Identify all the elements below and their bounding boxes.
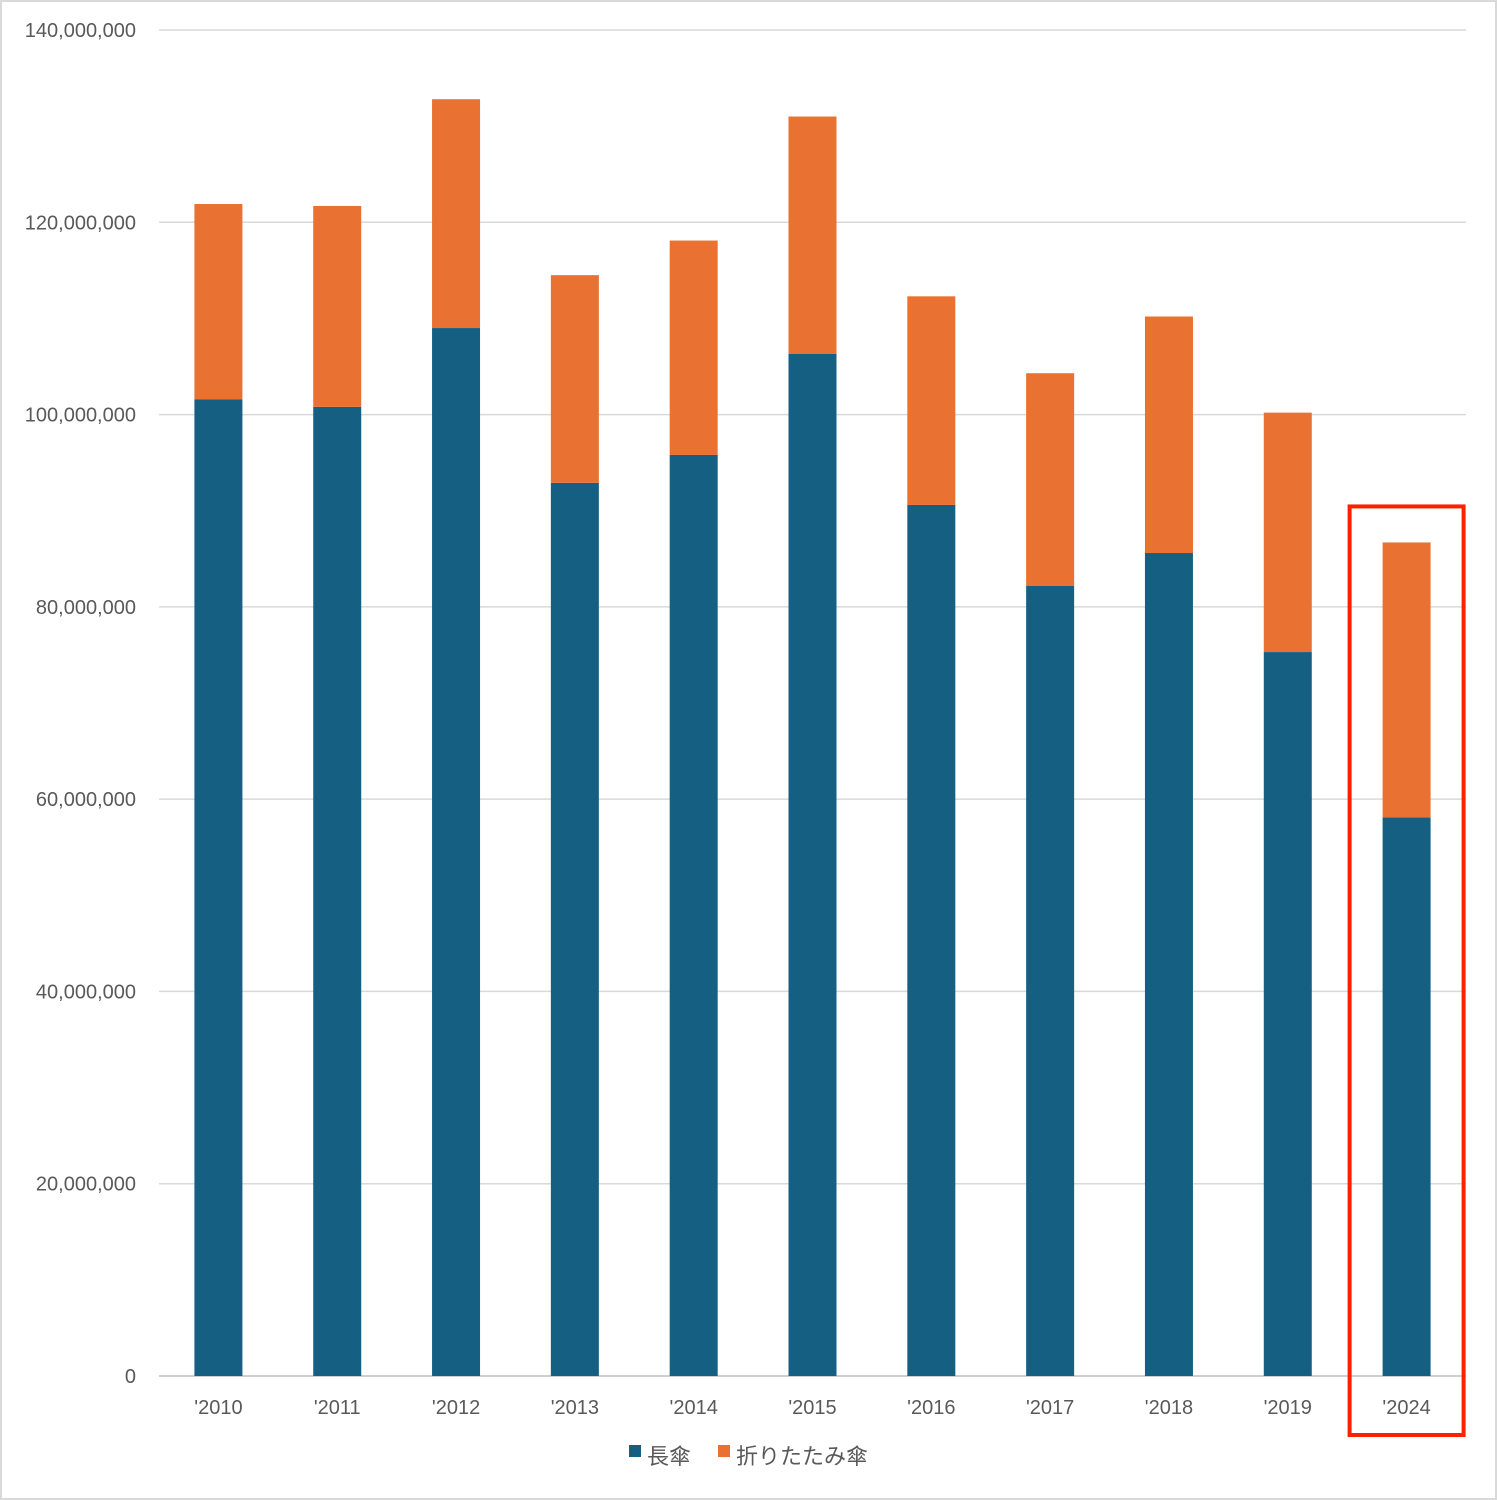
x-tick-label: '2013: [551, 1397, 599, 1419]
x-tick-label: '2015: [788, 1397, 836, 1419]
x-tick-label: '2017: [1026, 1397, 1074, 1419]
bar-segment-folding-umbrella: [1026, 373, 1075, 586]
bar-segment-long-umbrella: [669, 454, 718, 1376]
bar-segment-folding-umbrella: [550, 275, 599, 483]
bar-segment-folding-umbrella: [1144, 316, 1193, 554]
x-tick-label: '2016: [907, 1397, 955, 1419]
x-tick-label: '2024: [1382, 1397, 1430, 1419]
bar-segment-long-umbrella: [313, 406, 362, 1376]
bar-segment-long-umbrella: [1144, 553, 1193, 1376]
bar-segment-folding-umbrella: [1382, 542, 1431, 818]
y-tick-label: 100,000,000: [25, 405, 136, 427]
y-tick-label: 120,000,000: [25, 212, 136, 234]
y-tick-label: 40,000,000: [36, 981, 136, 1003]
bar-segment-long-umbrella: [550, 482, 599, 1376]
bar-segment-folding-umbrella: [432, 99, 481, 329]
bar-segment-long-umbrella: [1382, 817, 1431, 1376]
bar-segment-long-umbrella: [432, 328, 481, 1376]
legend-swatch-folding-umbrella: [718, 1445, 730, 1457]
legend-swatch-long-umbrella: [629, 1445, 641, 1457]
y-tick-label: 140,000,000: [25, 20, 136, 42]
bar-segment-folding-umbrella: [907, 296, 956, 505]
bar-segment-folding-umbrella: [1263, 412, 1312, 653]
bar-segment-long-umbrella: [907, 504, 956, 1377]
bar-segment-folding-umbrella: [788, 116, 837, 355]
legend-label-folding-umbrella: 折りたたみ傘: [736, 1445, 868, 1470]
bar-segment-folding-umbrella: [194, 204, 243, 400]
x-tick-label: '2012: [432, 1397, 480, 1419]
legend-label-long-umbrella: 長傘: [647, 1445, 691, 1470]
legend: 長傘 折りたたみ傘: [629, 1445, 868, 1470]
x-axis-ticks: '2010 '2011 '2012 '2013 '2014 '2015 '2016 '2017…: [194, 1397, 1430, 1419]
x-tick-label: '2014: [670, 1397, 718, 1419]
highlight-group: [1347, 504, 1466, 1438]
bar-segment-long-umbrella: [194, 399, 243, 1376]
x-tick-label: '2011: [314, 1397, 361, 1419]
highlight-box: [1347, 504, 1466, 1438]
y-tick-label: 80,000,000: [36, 597, 136, 619]
bars: [194, 99, 1431, 1377]
bar-segment-long-umbrella: [788, 354, 837, 1376]
bar-segment-folding-umbrella: [669, 240, 718, 455]
x-tick-label: '2010: [194, 1397, 242, 1419]
bar-segment-long-umbrella: [1026, 585, 1075, 1376]
bar-segment-folding-umbrella: [313, 205, 362, 407]
x-tick-label: '2018: [1145, 1397, 1193, 1419]
y-axis-ticks: 0 20,000,000 40,000,000 60,000,000 80,000,00…: [25, 20, 136, 1388]
y-tick-label: 60,000,000: [36, 789, 136, 811]
y-tick-label: 20,000,000: [36, 1174, 136, 1196]
bar-segment-long-umbrella: [1263, 652, 1312, 1376]
y-tick-label: 0: [125, 1366, 136, 1388]
x-tick-label: '2019: [1264, 1397, 1312, 1419]
